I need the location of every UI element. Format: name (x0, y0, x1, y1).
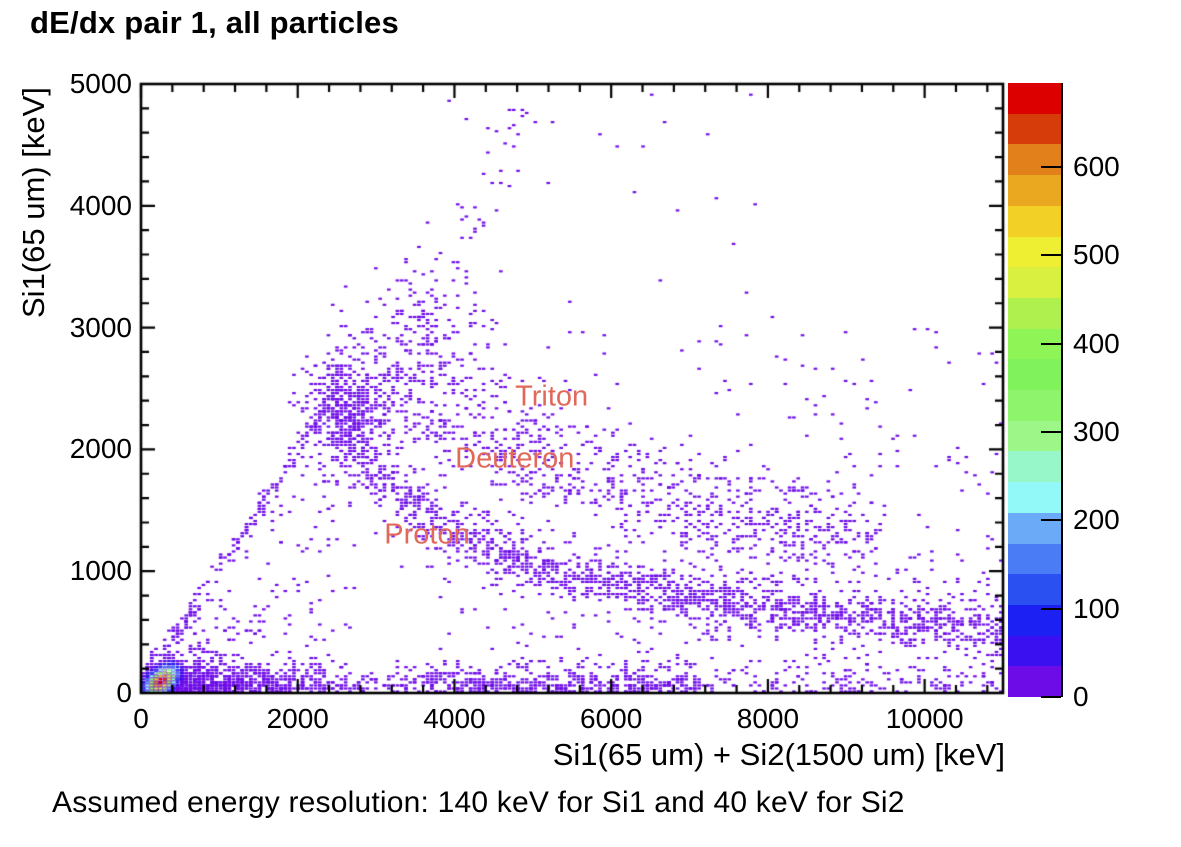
colorbar-tick (1041, 165, 1061, 168)
colorbar-band (1008, 359, 1061, 391)
z-tick-label: 200 (1073, 504, 1120, 536)
colorbar-band (1008, 236, 1061, 268)
colorbar-tick (1041, 254, 1061, 257)
x-axis-title: Si1(65 um) + Si2(1500 um) [keV] (552, 737, 1005, 772)
colorbar (1008, 83, 1063, 698)
colorbar-band (1008, 267, 1061, 298)
colorbar-tick (1041, 696, 1061, 698)
z-tick-label: 100 (1073, 592, 1120, 624)
x-tick-label: 10000 (885, 703, 964, 734)
colorbar-band (1008, 666, 1061, 698)
colorbar-tick (1041, 519, 1061, 522)
colorbar-band (1008, 604, 1061, 636)
x-tick-label: 0 (133, 703, 149, 734)
colorbar-band (1008, 512, 1061, 544)
particle-label-deuteron: Deuteron (455, 442, 575, 475)
z-tick-label: 500 (1073, 239, 1120, 271)
x-tick-label: 6000 (580, 703, 643, 734)
x-tick-label: 2000 (266, 703, 329, 734)
particle-label-proton: Proton (384, 518, 470, 551)
z-tick-label: 0 (1073, 681, 1089, 712)
z-tick-label: 400 (1073, 327, 1120, 359)
footnote: Assumed energy resolution: 140 keV for S… (52, 786, 905, 819)
y-tick-label: 4000 (69, 189, 132, 221)
colorbar-band (1008, 635, 1061, 667)
z-tick-label: 300 (1073, 415, 1120, 447)
colorbar-tick (1041, 607, 1061, 610)
colorbar-band (1008, 144, 1061, 176)
y-tick-label: 0 (116, 677, 132, 708)
colorbar-band (1008, 113, 1061, 145)
colorbar-band (1008, 482, 1061, 513)
colorbar-tick (1041, 342, 1061, 345)
colorbar-band (1008, 574, 1061, 605)
colorbar-band (1008, 390, 1061, 421)
colorbar-band (1008, 175, 1061, 206)
colorbar-band (1008, 451, 1061, 483)
colorbar-band (1008, 83, 1061, 114)
colorbar-band (1008, 297, 1061, 329)
particle-label-triton: Triton (515, 380, 589, 413)
y-tick-label: 5000 (69, 68, 132, 99)
y-tick-label: 2000 (69, 433, 132, 465)
x-tick-label: 8000 (736, 703, 800, 734)
chart-title: dE/dx pair 1, all particles (30, 5, 399, 40)
colorbar-band (1008, 205, 1061, 237)
colorbar-tick (1041, 430, 1061, 433)
colorbar-band (1008, 420, 1061, 452)
colorbar-band (1008, 543, 1061, 575)
y-tick-label: 3000 (69, 311, 132, 343)
x-tick-label: 4000 (423, 703, 486, 734)
z-tick-label: 600 (1073, 150, 1120, 182)
y-tick-label: 1000 (69, 555, 132, 587)
